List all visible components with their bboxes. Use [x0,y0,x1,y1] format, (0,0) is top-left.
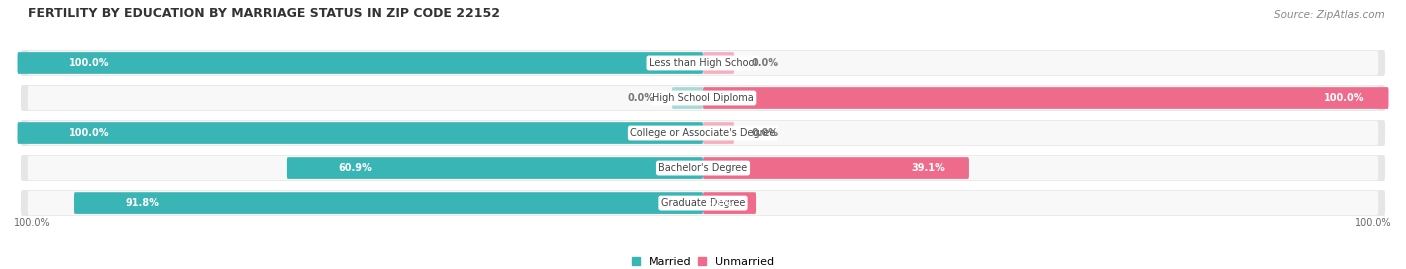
Text: Less than High School: Less than High School [650,58,756,68]
Legend: Married, Unmarried: Married, Unmarried [631,257,775,267]
Text: 8.2%: 8.2% [704,198,733,208]
FancyBboxPatch shape [28,121,1378,145]
FancyBboxPatch shape [703,87,1389,109]
FancyBboxPatch shape [21,120,1385,146]
Text: 100.0%: 100.0% [69,58,110,68]
FancyBboxPatch shape [21,50,1385,76]
FancyBboxPatch shape [703,52,734,74]
FancyBboxPatch shape [672,87,703,109]
FancyBboxPatch shape [703,192,756,214]
FancyBboxPatch shape [703,122,734,144]
FancyBboxPatch shape [75,192,703,214]
Text: 39.1%: 39.1% [911,163,945,173]
Text: 60.9%: 60.9% [339,163,373,173]
FancyBboxPatch shape [21,85,1385,111]
Text: Bachelor's Degree: Bachelor's Degree [658,163,748,173]
FancyBboxPatch shape [287,157,703,179]
FancyBboxPatch shape [28,191,1378,215]
FancyBboxPatch shape [28,86,1378,110]
Text: 91.8%: 91.8% [125,198,159,208]
FancyBboxPatch shape [21,190,1385,216]
Text: College or Associate's Degree: College or Associate's Degree [630,128,776,138]
Text: Graduate Degree: Graduate Degree [661,198,745,208]
Text: 0.0%: 0.0% [751,128,779,138]
Text: Source: ZipAtlas.com: Source: ZipAtlas.com [1274,10,1385,20]
Text: 100.0%: 100.0% [1355,218,1392,228]
Text: 100.0%: 100.0% [14,218,51,228]
FancyBboxPatch shape [21,155,1385,181]
Text: 100.0%: 100.0% [69,128,110,138]
Text: 0.0%: 0.0% [627,93,655,103]
Text: FERTILITY BY EDUCATION BY MARRIAGE STATUS IN ZIP CODE 22152: FERTILITY BY EDUCATION BY MARRIAGE STATU… [28,7,501,20]
FancyBboxPatch shape [17,52,703,74]
Text: 100.0%: 100.0% [1324,93,1364,103]
Text: 0.0%: 0.0% [751,58,779,68]
FancyBboxPatch shape [703,157,969,179]
Text: High School Diploma: High School Diploma [652,93,754,103]
FancyBboxPatch shape [17,122,703,144]
FancyBboxPatch shape [28,51,1378,75]
FancyBboxPatch shape [28,156,1378,180]
